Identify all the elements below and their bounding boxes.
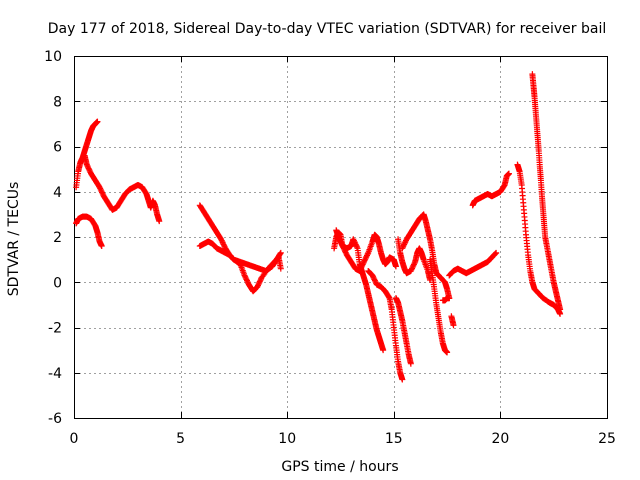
- data-point: [407, 360, 414, 367]
- data-point: [446, 295, 453, 302]
- data-point: [399, 376, 406, 383]
- data-series-sdtvar: [73, 71, 564, 383]
- data-point: [380, 347, 387, 354]
- data-point: [491, 251, 498, 258]
- y-tick-label: 6: [53, 140, 62, 156]
- x-tick-label: 15: [385, 431, 403, 447]
- data-point: [392, 263, 399, 270]
- y-tick-label: 0: [53, 275, 62, 291]
- x-tick-label: 0: [70, 431, 79, 447]
- data-point: [505, 170, 512, 177]
- y-tick-label: 2: [53, 230, 62, 246]
- x-tick-label: 20: [491, 431, 509, 447]
- data-point: [277, 265, 284, 272]
- y-tick-label: -6: [48, 411, 62, 427]
- data-point: [353, 244, 360, 251]
- x-tick-label: 5: [176, 431, 185, 447]
- data-point: [557, 306, 564, 313]
- data-point: [364, 251, 371, 258]
- y-tick-label: -4: [48, 366, 62, 382]
- data-point: [493, 249, 500, 256]
- y-tick-label: 10: [44, 49, 62, 65]
- data-point: [94, 118, 101, 125]
- plot-frame: [74, 56, 608, 419]
- x-tick-label: 10: [278, 431, 296, 447]
- x-axis-label: GPS time / hours: [281, 459, 398, 475]
- data-point: [444, 349, 451, 356]
- chart-title: Day 177 of 2018, Sidereal Day-to-day VTE…: [48, 21, 606, 37]
- data-point: [277, 249, 284, 256]
- data-point: [156, 218, 163, 225]
- data-point: [492, 250, 499, 257]
- y-tick-label: 4: [53, 185, 62, 201]
- y-tick-labels: -6 -4 -2 0 2 4 6 8 10: [44, 49, 62, 427]
- x-tick-label: 25: [598, 431, 616, 447]
- x-tick-labels: 0 5 10 15 20 25: [70, 431, 616, 447]
- y-axis-label: SDTVAR / TECUs: [6, 182, 22, 297]
- y-tick-label: -2: [48, 321, 62, 337]
- data-point: [98, 243, 105, 250]
- data-point: [277, 250, 284, 257]
- data-point: [450, 322, 457, 329]
- y-tick-label: 8: [53, 94, 62, 110]
